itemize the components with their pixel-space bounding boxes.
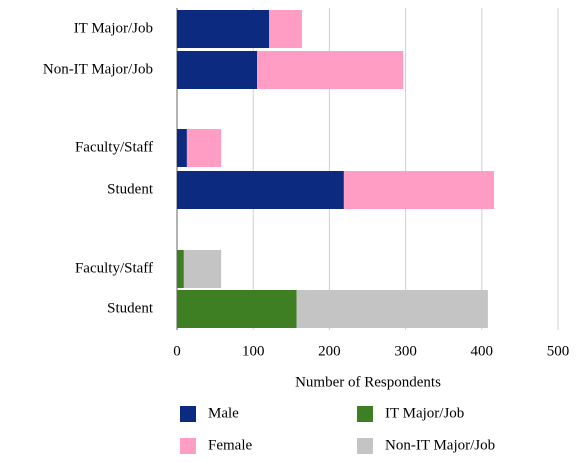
- x-tick-label: 200: [318, 343, 341, 359]
- y-tick-label: Student: [107, 181, 154, 197]
- y-tick-label: Student: [107, 300, 154, 316]
- legend-swatch: [357, 438, 373, 454]
- y-tick-label: Faculty/Staff: [75, 260, 153, 276]
- bar-segment: [257, 51, 404, 89]
- legend-swatch: [357, 406, 373, 422]
- bar-segment: [186, 129, 222, 167]
- bar-segment: [177, 129, 187, 167]
- y-tick-label: IT Major/Job: [74, 20, 153, 36]
- y-tick-label: Non-IT Major/Job: [43, 61, 153, 77]
- legend-label: IT Major/Job: [385, 405, 464, 421]
- bar-segment: [343, 171, 494, 209]
- legend-swatch: [180, 406, 196, 422]
- legend-label: Non-IT Major/Job: [385, 437, 495, 453]
- y-tick-label: Faculty/Staff: [75, 139, 153, 155]
- x-tick-label: 0: [173, 343, 181, 359]
- bar-segment: [177, 10, 270, 48]
- x-axis-title: Number of Respondents: [295, 374, 441, 390]
- legend-swatch: [180, 438, 196, 454]
- bar-segment: [177, 290, 297, 328]
- x-tick-label: 500: [547, 343, 570, 359]
- legend-label: Male: [208, 405, 239, 421]
- x-tick-label: 400: [471, 343, 494, 359]
- bar-segment: [296, 290, 488, 328]
- bar-segment: [269, 10, 302, 48]
- bar-segment: [177, 51, 258, 89]
- bar-segment: [177, 171, 344, 209]
- x-tick-label: 300: [394, 343, 417, 359]
- bar-segment: [177, 250, 184, 288]
- legend-label: Female: [208, 437, 252, 453]
- x-tick-label: 100: [242, 343, 265, 359]
- bar-segment: [183, 250, 222, 288]
